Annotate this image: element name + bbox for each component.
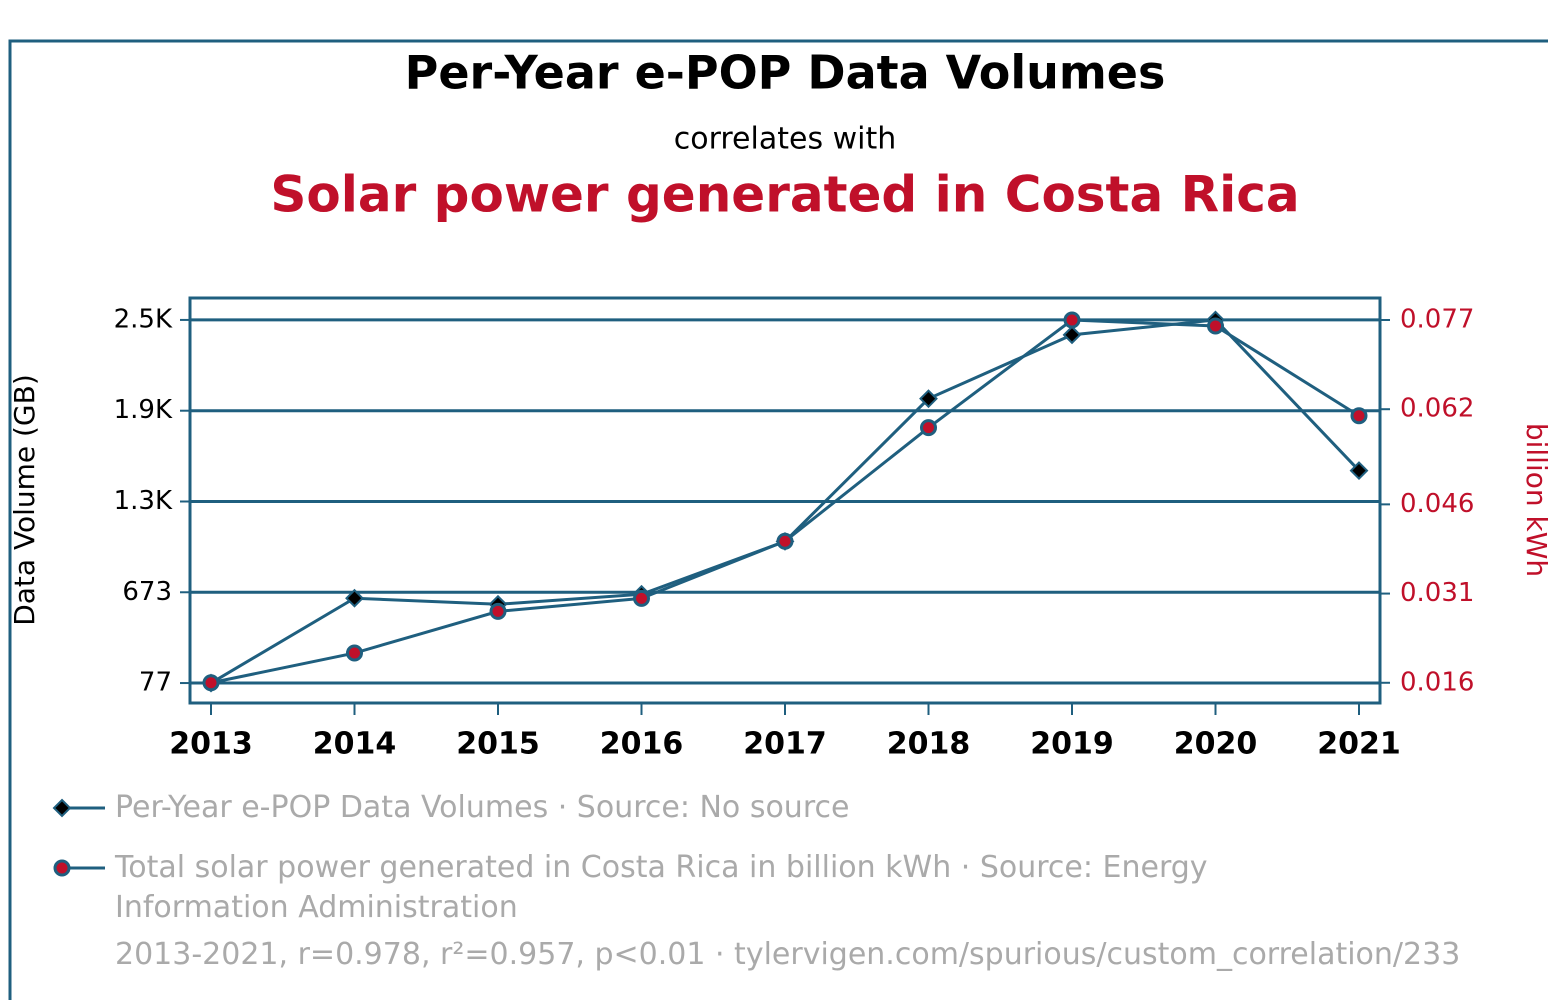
chart-subtitle: correlates with [674, 122, 897, 157]
y2-axis-label: billion kWh [1520, 423, 1548, 577]
footer: 2013-2021, r=0.978, r²=0.957, p<0.01 · t… [115, 937, 1461, 972]
series-marker [1063, 311, 1081, 329]
y-tick-label: 77 [139, 668, 172, 698]
y2-tick-label: 0.062 [1400, 394, 1474, 424]
x-tick-label: 2021 [1317, 727, 1401, 762]
x-tick-label: 2016 [600, 727, 684, 762]
legend-label: Per-Year e-POP Data Volumes · Source: No… [115, 790, 850, 825]
y-tick-label: 1.9K [114, 395, 173, 425]
series-marker [345, 588, 364, 608]
x-tick-label: 2018 [887, 727, 971, 762]
series-marker [1350, 407, 1368, 425]
series-marker [489, 602, 507, 620]
y2-tick-label: 0.077 [1400, 305, 1474, 335]
frame [8, 39, 1548, 1000]
y2-tick-label: 0.046 [1400, 489, 1474, 519]
x-tick-label: 2020 [1174, 727, 1258, 762]
x-tick-label: 2019 [1030, 727, 1114, 762]
y2-tick-label: 0.016 [1400, 667, 1474, 697]
y-tick-label: 1.3K [114, 486, 173, 516]
chart-title2: Solar power generated in Costa Rica [270, 166, 1299, 224]
series-marker [1062, 325, 1082, 345]
legend-marker [53, 859, 71, 877]
series-marker [1207, 317, 1224, 335]
y-axis-label: Data Volume (GB) [8, 374, 41, 626]
y-tick-label: 673 [122, 577, 172, 607]
series-marker [633, 589, 650, 607]
series-marker [776, 532, 794, 550]
x-tick-label: 2017 [743, 727, 827, 762]
x-tick-label: 2013 [169, 727, 253, 762]
series-marker [346, 644, 363, 662]
legend-marker [52, 798, 72, 818]
y2-tick-label: 0.031 [1400, 578, 1474, 608]
y-tick-label: 2.5K [114, 304, 173, 334]
legend-label: Total solar power generated in Costa Ric… [115, 850, 1208, 925]
x-tick-label: 2014 [313, 727, 397, 762]
x-tick-label: 2015 [456, 727, 540, 762]
series-marker [919, 389, 938, 409]
series-marker [920, 419, 937, 437]
series-marker [202, 674, 220, 692]
chart-title: Per-Year e-POP Data Volumes [405, 46, 1166, 100]
series-marker [1349, 461, 1369, 480]
